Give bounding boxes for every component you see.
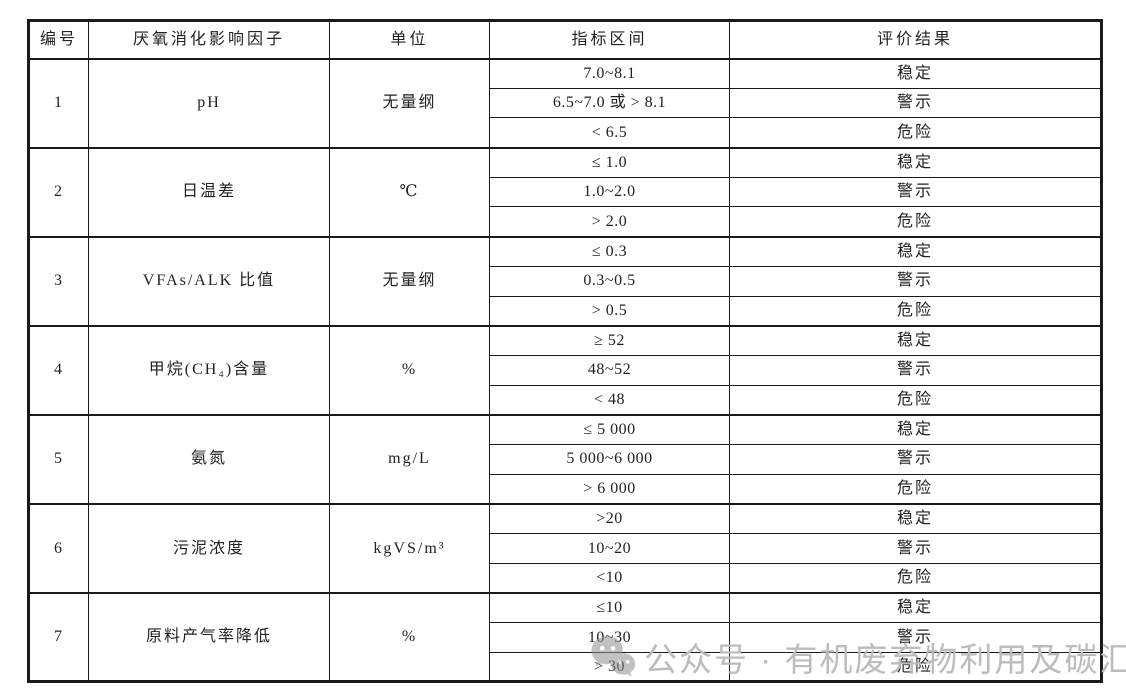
factor-name: 日温差 — [88, 146, 330, 238]
table-row: > 6 000 危险 — [29, 473, 1102, 505]
evaluation-result: 危险 — [729, 117, 1102, 149]
table-row: 1.0~2.0 警示 — [29, 176, 1102, 208]
row-number: 2 — [28, 146, 89, 238]
unit-label: % — [329, 324, 490, 416]
table-row: 5 氨氮 mg/L ≤ 5 000 稳定 — [28, 413, 1102, 505]
evaluation-result: 稳定 — [729, 502, 1102, 534]
indicator-range: 48~52 — [489, 354, 730, 386]
evaluation-result: 警示 — [729, 176, 1102, 208]
factor-name: pH — [88, 57, 330, 149]
table-row: 1 pH 无量纲 7.0~8.1 稳定 — [28, 57, 1102, 149]
indicator-range: < 48 — [489, 384, 730, 416]
factor-name: VFAs/ALK 比值 — [88, 235, 330, 327]
indicator-range: 6.5~7.0 或 > 8.1 — [489, 87, 730, 119]
evaluation-result: 稳定 — [729, 413, 1102, 445]
table-row: < 48 危险 — [29, 384, 1102, 416]
evaluation-result: 危险 — [729, 206, 1102, 238]
table-row: < 6.5 危险 — [29, 117, 1102, 149]
indicator-range: ≤10 — [489, 591, 730, 624]
indicator-range: ≤ 0.3 — [489, 235, 730, 267]
column-header-0: 编号 — [28, 20, 89, 60]
indicator-range: ≤ 5 000 — [489, 413, 730, 445]
table-row: 6.5~7.0 或 > 8.1 警示 — [29, 87, 1102, 119]
indicator-range: >20 — [489, 502, 730, 534]
factor-name: 原料产气率降低 — [88, 591, 330, 683]
evaluation-result: 危险 — [729, 295, 1102, 327]
anaerobic-digestion-evaluation-table: 编号 厌氧消化影响因子 单位 指标区间 评价结果 1 pH 无量纲 7.0~8.1 稳定 6.5~… — [27, 19, 1103, 684]
evaluation-result: 警示 — [729, 87, 1102, 119]
row-number: 3 — [28, 235, 89, 327]
row-number: 4 — [28, 324, 89, 416]
evaluation-result: 稳定 — [729, 591, 1102, 624]
unit-label: 无量纲 — [329, 57, 490, 149]
evaluation-result: 警示 — [729, 354, 1102, 386]
factor-name: 污泥浓度 — [88, 502, 330, 594]
row-number: 5 — [28, 413, 89, 505]
table-row: <10 危险 — [29, 562, 1102, 594]
column-header-4: 评价结果 — [729, 20, 1102, 60]
indicator-range: 7.0~8.1 — [489, 57, 730, 89]
column-header-2: 单位 — [329, 20, 490, 60]
unit-label: ℃ — [329, 146, 490, 238]
indicator-range: ≤ 1.0 — [489, 146, 730, 178]
evaluation-result: 稳定 — [729, 146, 1102, 178]
evaluation-result: 危险 — [729, 562, 1102, 594]
indicator-range: 1.0~2.0 — [489, 176, 730, 208]
indicator-range: ≥ 52 — [489, 324, 730, 356]
indicator-range: < 6.5 — [489, 117, 730, 149]
factor-name: 甲烷(CH₄)含量 — [88, 324, 330, 416]
evaluation-result: 稳定 — [729, 235, 1102, 267]
factor-name: 氨氮 — [88, 413, 330, 505]
table-row: 2 日温差 ℃ ≤ 1.0 稳定 — [28, 146, 1102, 238]
indicator-range: 5 000~6 000 — [489, 443, 730, 475]
indicator-range: > 6 000 — [489, 473, 730, 505]
evaluation-result: 警示 — [729, 622, 1102, 653]
table-row: 7 原料产气率降低% ≤10 稳定 — [28, 591, 1102, 683]
unit-label: % — [329, 591, 490, 683]
table-row: 4 甲烷(CH₄)含量% ≥ 52 稳定 — [28, 324, 1102, 416]
table-row: > 0.5 危险 — [29, 295, 1102, 327]
table-row: 3 VFAs/ALK 比值 无量纲 ≤ 0.3 稳定 — [28, 235, 1102, 327]
indicator-range: 0.3~0.5 — [489, 265, 730, 297]
indicator-range: <10 — [489, 562, 730, 594]
table-row: 48~52 警示 — [29, 354, 1102, 386]
row-number: 1 — [28, 57, 89, 149]
evaluation-result: 警示 — [729, 265, 1102, 297]
column-header-1: 厌氧消化影响因子 — [88, 20, 330, 60]
row-number: 7 — [28, 591, 89, 683]
evaluation-result: 危险 — [729, 384, 1102, 416]
evaluation-result: 稳定 — [729, 324, 1102, 356]
evaluation-result: 警示 — [729, 533, 1102, 564]
unit-label: 无量纲 — [329, 235, 490, 327]
indicator-range: 10~20 — [489, 533, 730, 564]
unit-label: kgVS/m³ — [329, 502, 490, 594]
table-header-row: 编号 厌氧消化影响因子 单位 指标区间 评价结果 — [28, 20, 1102, 60]
table-row: 0.3~0.5 警示 — [29, 265, 1102, 297]
evaluation-result: 稳定 — [729, 57, 1102, 89]
evaluation-result: 危险 — [729, 651, 1102, 683]
indicator-range: > 2.0 — [489, 206, 730, 238]
indicator-range: > 0.5 — [489, 295, 730, 327]
unit-label: mg/L — [329, 413, 490, 505]
evaluation-result: 危险 — [729, 473, 1102, 505]
row-number: 6 — [28, 502, 89, 594]
table-row: 10~20 警示 — [29, 533, 1102, 564]
indicator-range: 10~30 — [489, 622, 730, 653]
column-header-3: 指标区间 — [489, 20, 730, 60]
indicator-range: > 30 — [489, 651, 730, 683]
evaluation-result: 警示 — [729, 443, 1102, 475]
table-row: > 2.0 危险 — [29, 206, 1102, 238]
table-row: 6 污泥浓度 kgVS/m³ >20 稳定 — [28, 502, 1102, 594]
